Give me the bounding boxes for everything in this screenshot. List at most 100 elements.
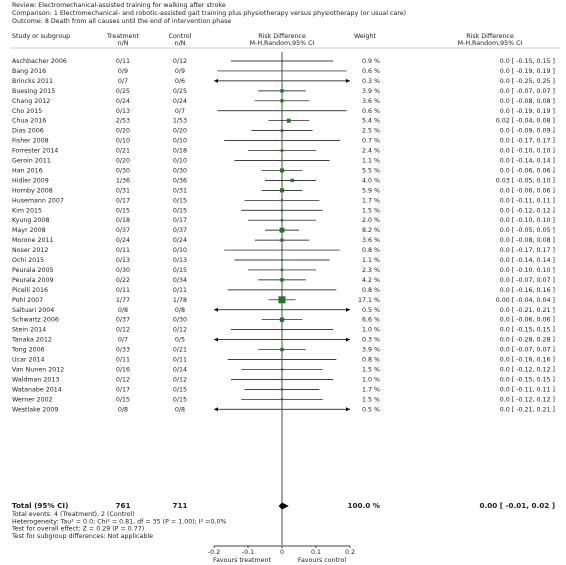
x-label-right: Favours control <box>298 557 346 564</box>
control-n: 0/34 <box>173 277 187 284</box>
point-estimate <box>281 339 283 341</box>
control-n: 0/15 <box>173 386 187 393</box>
point-estimate <box>280 368 284 371</box>
point-estimate <box>290 178 294 183</box>
header-treatment-n: n/N <box>118 40 129 47</box>
study-name: Fisher 2008 <box>12 138 49 145</box>
study-name: Han 2016 <box>12 167 43 174</box>
x-label-left: Favours treatment <box>213 557 271 564</box>
weight: 2.4 % <box>362 148 380 155</box>
study-name: Tong 2006 <box>11 347 45 354</box>
point-estimate <box>280 278 284 282</box>
arrow-left <box>214 407 218 412</box>
header-weight: Weight <box>354 33 376 40</box>
ci-text: 0.0 [ -0.06, 0.06 ] <box>500 187 555 194</box>
control-n: 0/25 <box>173 88 187 95</box>
total-name: Total (95% CI) <box>12 501 68 510</box>
control-n: 0/7 <box>175 108 185 115</box>
weight: 3.9 % <box>362 347 380 354</box>
study-name: Van Nunen 2012 <box>12 366 64 373</box>
study-name: Dias 2006 <box>12 128 44 135</box>
weight: 2.0 % <box>362 217 380 224</box>
ci-text: 0.0 [ -0.10, 0.10 ] <box>500 148 555 155</box>
ci-text: 0.0 [ -0.14, 0.14 ] <box>500 158 555 165</box>
ci-text: 0.0 [ -0.05, 0.05 ] <box>500 227 555 234</box>
control-n: 0/9 <box>175 68 185 75</box>
control-n: 0/31 <box>173 187 187 194</box>
header-control: Control <box>169 33 192 40</box>
control-n: 0/24 <box>173 98 187 105</box>
point-estimate <box>280 347 284 352</box>
header-rd-method: M-H,Random,95% CI <box>250 40 315 47</box>
ci-text: 0.0 [ -0.07, 0.07 ] <box>500 88 555 95</box>
ci-text: 0.0 [ -0.07, 0.07 ] <box>500 347 555 354</box>
point-estimate <box>281 259 283 261</box>
treatment-n: 0/24 <box>116 98 130 105</box>
study-name: Bang 2016 <box>12 68 46 75</box>
ci-text: 0.0 [ -0.10, 0.10 ] <box>500 267 555 274</box>
control-n: 0/11 <box>173 357 187 364</box>
header-rd: Risk Difference <box>258 33 306 40</box>
treatment-n: 0/8 <box>118 406 128 413</box>
arrow-left <box>214 307 218 312</box>
study-name: Peurala 2009 <box>12 277 54 284</box>
treatment-n: 0/8 <box>118 307 128 314</box>
point-estimate <box>281 139 283 142</box>
treatment-n: 0/12 <box>116 327 130 334</box>
treatment-n: 0/30 <box>116 167 130 174</box>
total-weight: 100.0 % <box>348 501 380 510</box>
weight: 4.2 % <box>362 277 380 284</box>
study-name: Morone 2011 <box>12 237 53 244</box>
study-name: Watanabe 2014 <box>12 386 62 393</box>
point-estimate <box>278 296 286 304</box>
point-estimate <box>280 218 284 222</box>
ci-text: 0.0 [ -0.12, 0.12 ] <box>500 207 555 214</box>
x-tick-label: -0.1 <box>242 549 254 556</box>
control-n: 0/20 <box>173 128 187 135</box>
study-name: Mayr 2008 <box>12 227 46 234</box>
study-name: Kim 2015 <box>12 207 42 214</box>
treatment-n: 0/31 <box>116 187 130 194</box>
ci-text: 0.0 [ -0.10, 0.10 ] <box>500 217 555 224</box>
ci-text: 0.00 [ -0.04, 0.04 ] <box>496 297 555 304</box>
arrow-right <box>346 307 350 312</box>
treatment-n: 0/17 <box>116 386 130 393</box>
point-estimate <box>280 168 284 173</box>
study-name: Pohl 2007 <box>12 297 43 304</box>
treatment-n: 0/18 <box>116 217 130 224</box>
weight: 8.2 % <box>362 227 380 234</box>
study-name: Forrester 2014 <box>12 148 58 155</box>
point-estimate <box>281 70 283 72</box>
ci-text: 0.0 [ -0.08, 0.08 ] <box>500 237 555 244</box>
point-estimate <box>281 378 283 381</box>
ci-text: 0.0 [ -0.12, 0.12 ] <box>500 366 555 373</box>
point-estimate <box>281 408 283 410</box>
study-name: Picelli 2016 <box>12 287 48 294</box>
study-name: Chua 2016 <box>12 118 46 125</box>
control-n: 0/10 <box>173 138 187 145</box>
control-n: 0/10 <box>173 247 187 254</box>
control-n: 1/78 <box>173 297 187 304</box>
point-estimate <box>280 199 284 202</box>
control-n: 0/12 <box>173 327 187 334</box>
treatment-n: 0/24 <box>116 237 130 244</box>
outcome: Outcome: 8 Death from all causes until t… <box>12 18 231 25</box>
x-tick-label: -0.2 <box>208 549 220 556</box>
ci-text: 0.0 [ -0.19, 0.19 ] <box>500 108 555 115</box>
ci-text: 0.0 [ -0.06, 0.06 ] <box>500 317 555 324</box>
weight: 0.3 % <box>362 78 380 85</box>
weight: 0.9 % <box>362 58 380 65</box>
weight: 0.7 % <box>362 138 380 145</box>
ci-text: 0.0 [ -0.15, 0.15 ] <box>500 376 555 383</box>
treatment-n: 0/11 <box>116 357 130 364</box>
ci-text: 0.02 [ -0.04, 0.08 ] <box>496 118 555 125</box>
weight: 2.3 % <box>362 267 380 274</box>
header-treatment: Treatment <box>106 33 140 40</box>
study-name: Chang 2012 <box>12 98 50 105</box>
control-n: 0/6 <box>175 78 185 85</box>
study-name: Peurala 2005 <box>12 267 54 274</box>
ci-text: 0.0 [ -0.16, 0.16 ] <box>500 357 555 364</box>
control-n: 0/11 <box>173 287 187 294</box>
total-ci: 0.00 [ -0.01, 0.02 ] <box>480 501 556 510</box>
